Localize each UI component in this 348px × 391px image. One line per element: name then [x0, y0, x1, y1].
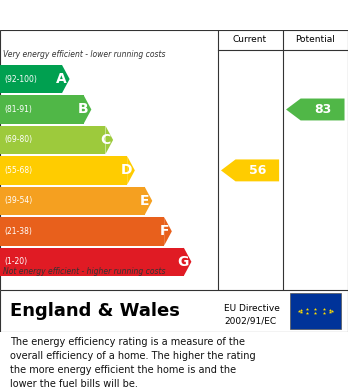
Text: Not energy efficient - higher running costs: Not energy efficient - higher running co… — [3, 267, 166, 276]
Text: E: E — [140, 194, 150, 208]
Text: (1-20): (1-20) — [4, 257, 27, 266]
Polygon shape — [62, 65, 70, 93]
Bar — [0, 156, 127, 185]
Text: (69-80): (69-80) — [4, 135, 32, 144]
Text: Potential: Potential — [295, 35, 335, 44]
Polygon shape — [164, 217, 172, 246]
Bar — [0, 187, 145, 215]
Bar — [0, 248, 184, 276]
Text: (92-100): (92-100) — [4, 75, 37, 84]
Text: 56: 56 — [248, 164, 266, 177]
Text: (55-68): (55-68) — [4, 166, 32, 175]
Text: 83: 83 — [314, 103, 331, 116]
Text: C: C — [100, 133, 110, 147]
Text: EU Directive: EU Directive — [224, 305, 280, 314]
Polygon shape — [84, 95, 91, 124]
Polygon shape — [286, 99, 345, 120]
Text: F: F — [159, 224, 169, 238]
Polygon shape — [127, 156, 135, 185]
Text: Very energy efficient - lower running costs: Very energy efficient - lower running co… — [3, 50, 166, 59]
Bar — [0, 217, 164, 246]
Polygon shape — [221, 160, 279, 181]
Text: (39-54): (39-54) — [4, 196, 32, 205]
Text: (21-38): (21-38) — [4, 227, 32, 236]
Text: England & Wales: England & Wales — [10, 302, 180, 320]
Bar — [0, 126, 105, 154]
Polygon shape — [184, 248, 191, 276]
Text: 2002/91/EC: 2002/91/EC — [224, 317, 277, 326]
Text: (81-91): (81-91) — [4, 105, 32, 114]
Text: The energy efficiency rating is a measure of the
overall efficiency of a home. T: The energy efficiency rating is a measur… — [10, 337, 256, 389]
Bar — [290, 293, 341, 329]
Text: B: B — [78, 102, 88, 117]
Text: G: G — [177, 255, 189, 269]
Text: Current: Current — [233, 35, 267, 44]
Text: A: A — [56, 72, 67, 86]
Bar — [0, 65, 62, 93]
Text: D: D — [120, 163, 132, 178]
Polygon shape — [145, 187, 152, 215]
Text: Energy Efficiency Rating: Energy Efficiency Rating — [10, 6, 239, 24]
Polygon shape — [105, 126, 113, 154]
Bar — [0, 95, 84, 124]
